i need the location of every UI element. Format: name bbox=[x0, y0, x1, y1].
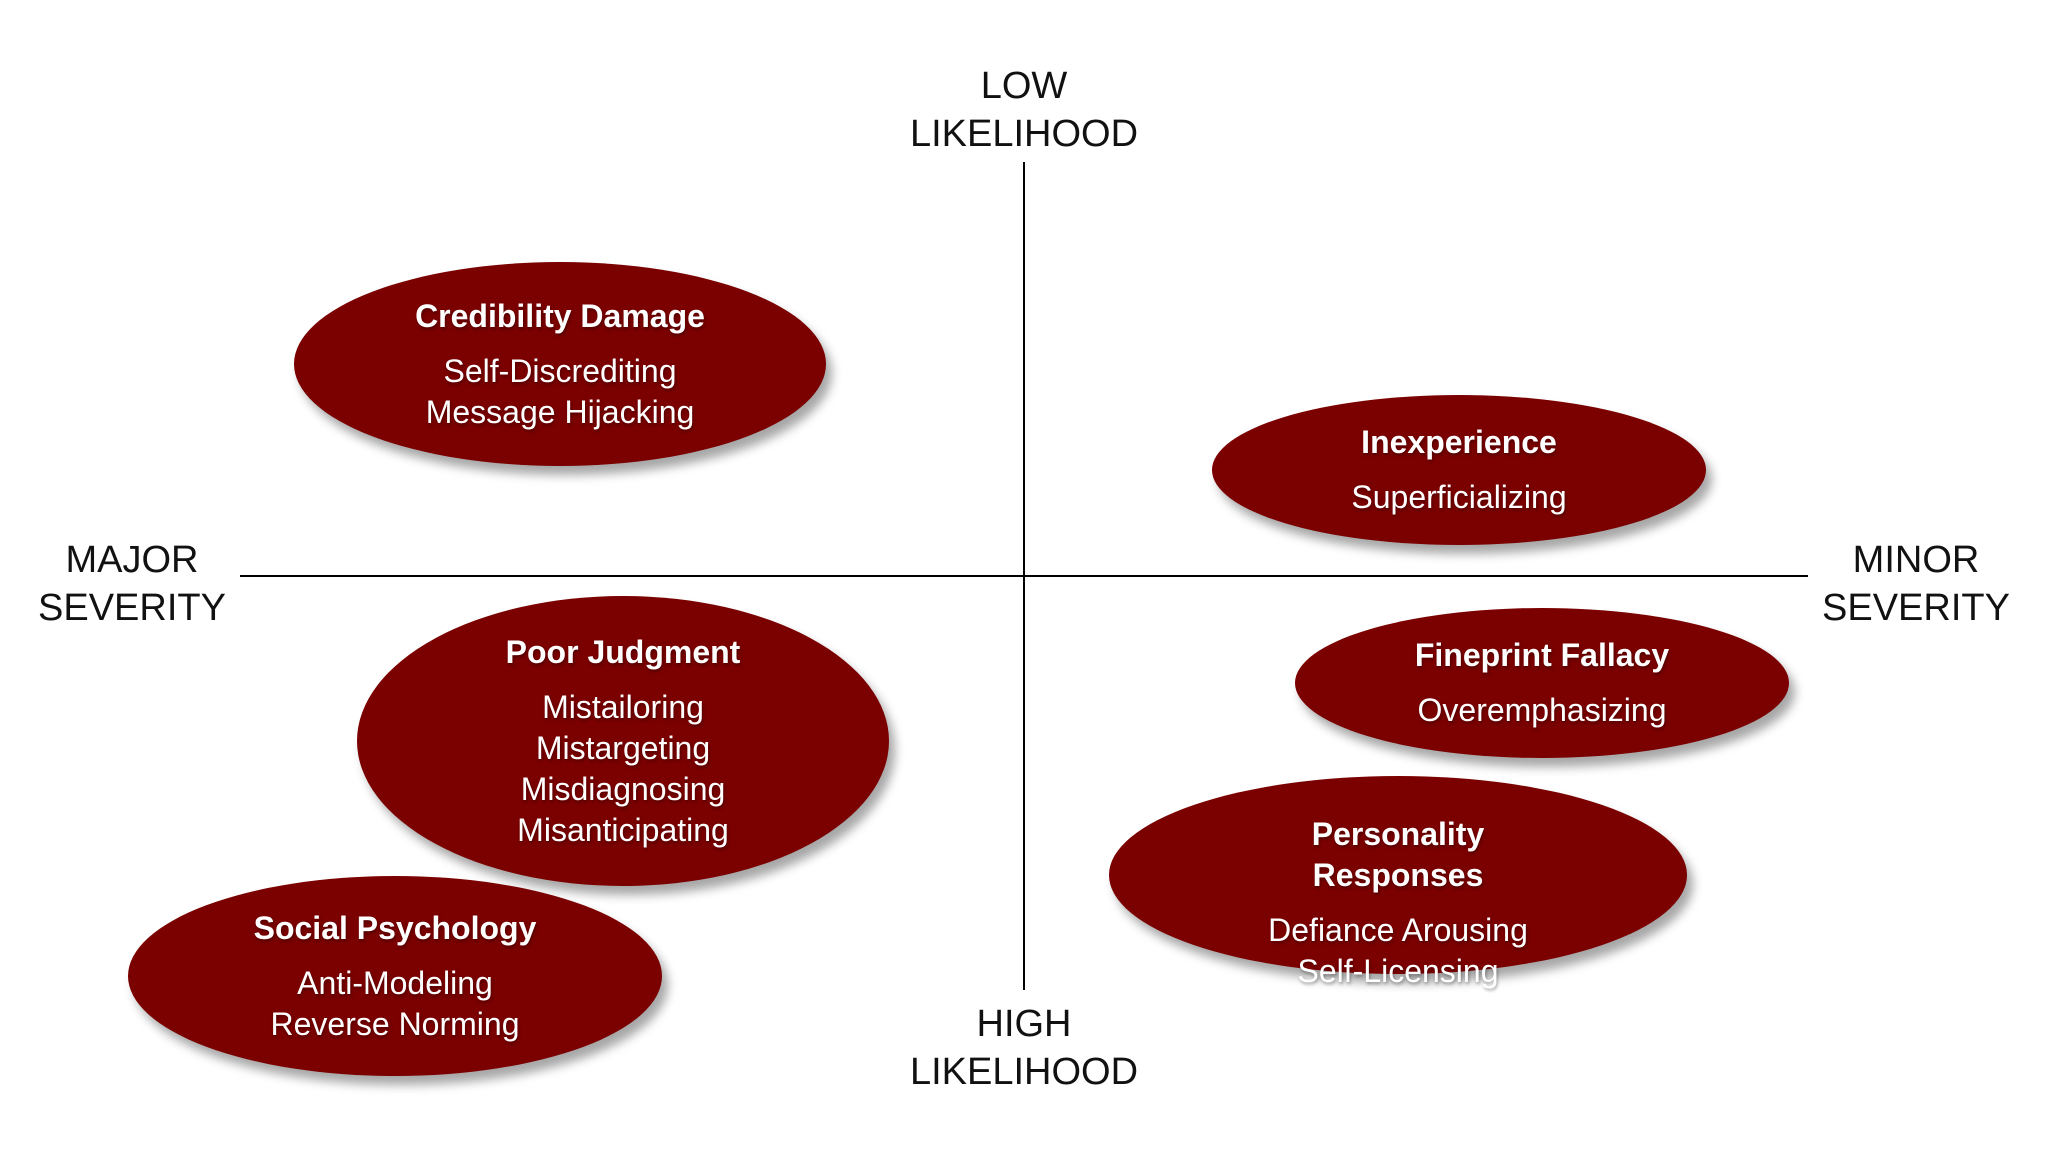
axis-label-line: MAJOR bbox=[65, 539, 199, 581]
bubble-fineprint-fallacy: Fineprint Fallacy Overemphasizing bbox=[1295, 608, 1789, 758]
bubble-personality-responses: Personality Responses Defiance Arousing … bbox=[1109, 776, 1687, 989]
bubble-item: Reverse Norming bbox=[270, 1005, 520, 1042]
bubble-poor-judgment: Poor Judgment Mistailoring Mistargeting … bbox=[357, 596, 889, 886]
likelihood-axis bbox=[1023, 162, 1025, 990]
bubble-item: Self-Licensing bbox=[1297, 953, 1499, 989]
axis-label-high-likelihood: HIGH LIKELIHOOD bbox=[874, 1000, 1174, 1096]
bubble-item: Self-Discrediting bbox=[443, 352, 677, 389]
axis-label-line: MINOR bbox=[1852, 539, 1980, 581]
axis-label-major-severity: MAJOR SEVERITY bbox=[12, 536, 252, 632]
axis-label-line: HIGH bbox=[976, 1003, 1072, 1045]
bubble-social-psychology: Social Psychology Anti-Modeling Reverse … bbox=[128, 876, 662, 1076]
bubble-item: Mistailoring bbox=[542, 688, 704, 725]
bubble-title: Credibility Damage bbox=[415, 297, 705, 334]
axis-label-line: SEVERITY bbox=[38, 587, 226, 629]
bubble-item: Mistargeting bbox=[535, 729, 711, 766]
bubble-title: Social Psychology bbox=[253, 909, 537, 946]
bubble-title-line: Responses bbox=[1312, 857, 1484, 893]
axis-label-minor-severity: MINOR SEVERITY bbox=[1796, 536, 2036, 632]
axis-label-line: SEVERITY bbox=[1822, 587, 2010, 629]
bubble-title-line: Personality bbox=[1311, 816, 1485, 852]
bubble-item: Misanticipating bbox=[517, 811, 729, 848]
bubble-item: Misdiagnosing bbox=[520, 770, 726, 807]
bubble-item: Anti-Modeling bbox=[297, 964, 493, 1001]
axis-label-line: LIKELIHOOD bbox=[909, 113, 1139, 155]
bubble-title: Poor Judgment bbox=[505, 633, 741, 670]
bubble-item: Overemphasizing bbox=[1417, 692, 1667, 728]
axis-label-low-likelihood: LOW LIKELIHOOD bbox=[874, 62, 1174, 158]
axis-label-line: LIKELIHOOD bbox=[909, 1051, 1139, 1093]
bubble-credibility-damage: Credibility Damage Self-Discrediting Mes… bbox=[294, 262, 826, 466]
bubble-item: Superficializing bbox=[1351, 479, 1567, 515]
bubble-inexperience: Inexperience Superficializing bbox=[1212, 395, 1706, 545]
bubble-item: Message Hijacking bbox=[425, 393, 695, 430]
bubble-title: Fineprint Fallacy bbox=[1414, 637, 1670, 673]
bubble-item: Defiance Arousing bbox=[1268, 912, 1528, 948]
bubble-title: Inexperience bbox=[1361, 424, 1557, 460]
axis-label-line: LOW bbox=[980, 65, 1068, 107]
